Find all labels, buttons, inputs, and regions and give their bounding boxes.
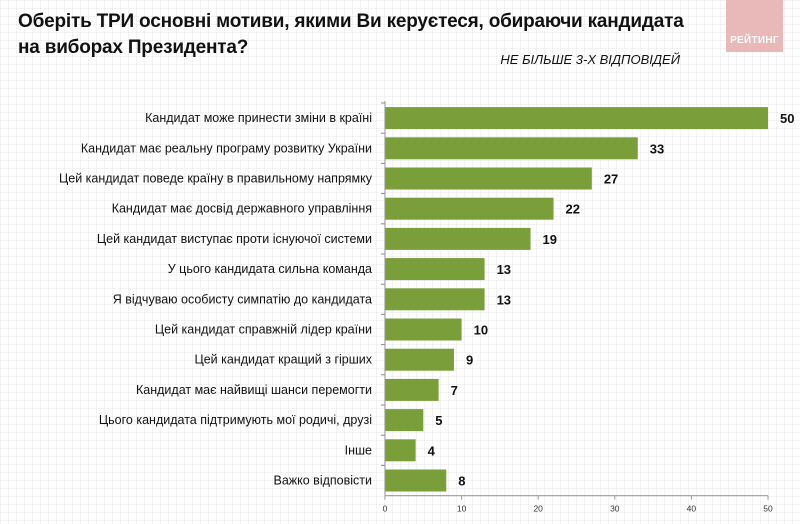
bar (385, 288, 485, 311)
bar (385, 439, 416, 462)
value-label: 10 (474, 323, 488, 338)
value-label: 4 (428, 443, 436, 458)
x-tick-label: 40 (687, 504, 697, 514)
bar (385, 409, 424, 432)
bar (385, 197, 554, 220)
x-tick-label: 50 (763, 504, 773, 514)
category-label: Кандидат має реальну програму розвитку У… (81, 141, 372, 155)
x-tick-label: 30 (610, 504, 620, 514)
value-label: 13 (497, 262, 511, 277)
category-label: Інше (345, 443, 372, 457)
bar (385, 378, 439, 401)
bar (385, 137, 638, 160)
chart-subtitle: НЕ БІЛЬШЕ 3-Х ВІДПОВІДЕЙ (500, 52, 680, 67)
rating-logo: РЕЙТИНГ (726, 0, 783, 52)
category-label: Я відчуваю особисту симпатію до кандидат… (113, 292, 372, 306)
value-label: 27 (604, 172, 618, 187)
value-label: 9 (466, 353, 473, 368)
bar (385, 167, 592, 190)
value-label: 22 (566, 202, 580, 217)
value-label: 8 (458, 474, 465, 489)
bar (385, 469, 447, 492)
x-tick-label: 0 (383, 504, 388, 514)
category-label: Кандидат має досвід державного управлінн… (112, 202, 372, 216)
category-label: Цей кандидат кращий з гірших (194, 353, 372, 367)
category-label: Кандидат має найвищі шанси перемогти (136, 383, 372, 397)
bar (385, 227, 531, 250)
bar (385, 258, 485, 281)
bar (385, 318, 462, 341)
x-tick-label: 20 (533, 504, 543, 514)
bar (385, 107, 768, 130)
category-label: Важко відповісти (274, 474, 373, 488)
category-label: Цього кандидата підтримують мої родичі, … (99, 413, 372, 427)
logo-text: РЕЙТИНГ (730, 35, 779, 46)
value-label: 19 (543, 232, 557, 247)
category-label: Кандидат може принести зміни в країні (145, 111, 372, 125)
chart-title: Оберіть ТРИ основні мотиви, якими Ви кер… (18, 11, 684, 58)
category-label: Цей кандидат поведе країну в правильному… (59, 172, 373, 186)
category-label: Цей кандидат справжній лідер країни (155, 323, 372, 337)
category-label: У цього кандидата сильна команда (168, 262, 372, 276)
x-tick-label: 10 (457, 504, 467, 514)
value-label: 5 (435, 413, 442, 428)
value-label: 33 (650, 141, 664, 156)
category-label: Цей кандидат виступає проти існуючої сис… (97, 232, 372, 246)
x-axis: 0 10 20 30 40 50 (381, 101, 773, 514)
value-label: 7 (451, 383, 458, 398)
bar (385, 348, 454, 371)
value-label: 50 (780, 111, 794, 126)
bars-layer: Кандидат може принести зміни в країні 50 К… (59, 107, 794, 492)
value-label: 13 (497, 292, 511, 307)
